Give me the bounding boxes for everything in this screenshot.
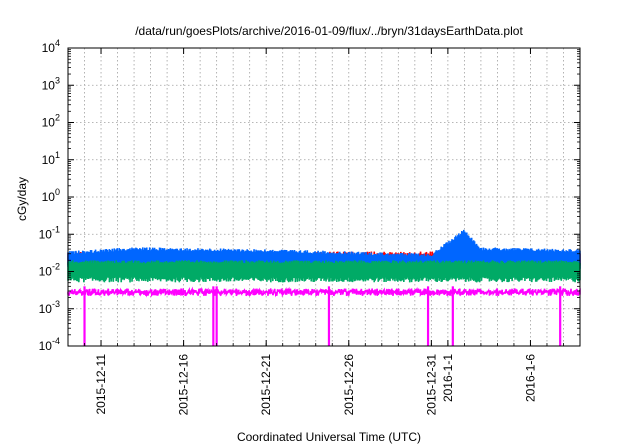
y-tick-label: 10-3 (39, 299, 60, 316)
y-tick-label: 104 (42, 38, 60, 55)
series-blue (67, 229, 581, 272)
x-tick-label: 2015-12-26 (342, 354, 356, 416)
y-tick-exponent: -1 (52, 224, 60, 234)
y-tick-base: 10 (39, 227, 53, 241)
y-tick-label: 10-1 (39, 224, 60, 241)
ticks: 10-410-310-210-11001011021031042015-12-1… (39, 38, 580, 415)
x-axis-label: Coordinated Universal Time (UTC) (237, 430, 421, 444)
y-tick-base: 10 (42, 190, 56, 204)
x-tick-label: 2015-12-31 (424, 354, 438, 416)
x-tick-label: 2015-12-21 (259, 354, 273, 416)
y-tick-exponent: 0 (55, 187, 60, 197)
series-magenta (67, 286, 581, 298)
y-tick-exponent: 4 (55, 38, 60, 48)
y-tick-exponent: 2 (55, 113, 60, 123)
y-tick-base: 10 (42, 116, 56, 130)
y-tick-base: 10 (42, 41, 56, 55)
x-tick-label: 2015-12-11 (94, 354, 108, 415)
y-tick-label: 10-2 (39, 262, 60, 279)
x-tick-label: 2016-1-1 (441, 354, 455, 402)
y-tick-exponent: -3 (52, 299, 60, 309)
y-tick-exponent: -2 (52, 262, 60, 272)
y-tick-base: 10 (42, 78, 56, 92)
y-tick-label: 103 (42, 75, 60, 92)
y-tick-base: 10 (39, 302, 53, 316)
y-tick-label: 10-4 (39, 336, 60, 353)
y-tick-exponent: 3 (55, 75, 60, 85)
x-tick-label: 2016-1-6 (523, 354, 537, 402)
y-tick-base: 10 (39, 339, 53, 353)
y-tick-label: 102 (42, 113, 60, 130)
y-tick-exponent: 1 (55, 150, 60, 160)
y-tick-base: 10 (39, 265, 53, 279)
series-green (67, 260, 581, 283)
x-tick-label: 2015-12-16 (177, 354, 191, 416)
y-tick-label: 100 (42, 187, 60, 204)
grid (68, 48, 580, 346)
y-axis-label: cGy/day (15, 177, 29, 221)
chart-title: /data/run/goesPlots/archive/2016-01-09/f… (135, 24, 523, 38)
series-layer (67, 229, 581, 346)
y-tick-base: 10 (42, 153, 56, 167)
y-tick-label: 101 (42, 150, 60, 167)
y-tick-exponent: -4 (52, 336, 60, 346)
